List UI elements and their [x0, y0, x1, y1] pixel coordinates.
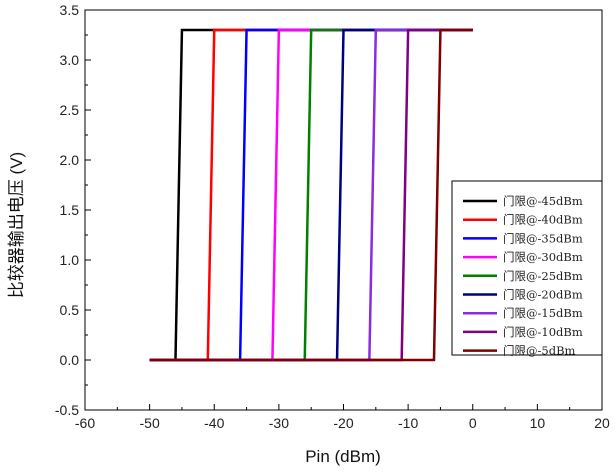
x-tick-label: -50 [140, 415, 160, 431]
legend-label: 门限@-15dBm [503, 306, 583, 320]
x-tick-label: -40 [204, 415, 224, 431]
y-tick-label: 1.5 [60, 202, 80, 218]
x-tick-label: -30 [269, 415, 289, 431]
legend-items: 门限@-45dBm 门限@-40dBm 门限@-35dBm 门限@-30dBm 门限@-… [463, 194, 583, 358]
y-tick-label: 0.5 [60, 302, 80, 318]
legend-label: 门限@-20dBm [503, 288, 583, 302]
legend-label: 门限@-30dBm [503, 250, 583, 264]
y-axis-title: 比较器输出电压 (V) [7, 152, 26, 298]
y-tick-label: 2.5 [60, 102, 80, 118]
ticks-layer: -60 -50 -40 -30 -20 -10 0 10 20 -0.5 0.0 0.5 1.0 1.5 2… [55, 2, 610, 431]
x-tick-label: 20 [594, 415, 610, 431]
legend-box [451, 180, 603, 356]
x-tick-label: -10 [398, 415, 418, 431]
y-tick-label: 1.0 [60, 252, 80, 268]
x-tick-label: -60 [75, 415, 95, 431]
x-axis-title: Pin (dBm) [305, 447, 381, 466]
y-tick-label: 2.0 [60, 152, 80, 168]
y-tick-label: 3.5 [60, 2, 80, 18]
legend: 门限@-45dBm 门限@-40dBm 门限@-35dBm 门限@-30dBm 门限@-… [451, 180, 603, 358]
x-tick-label: 10 [530, 415, 546, 431]
legend-label: 门限@-10dBm [503, 325, 583, 339]
x-tick-label: -20 [333, 415, 353, 431]
y-tick-label: 3.0 [60, 52, 80, 68]
x-tick-label: 0 [469, 415, 477, 431]
legend-label: 门限@-5dBm [503, 344, 576, 358]
series-line [149, 28, 473, 362]
y-tick-label: -0.5 [55, 402, 79, 418]
series-layer [149, 28, 473, 362]
y-tick-label: 0.0 [60, 352, 80, 368]
legend-label: 门限@-45dBm [503, 194, 583, 208]
legend-label: 门限@-40dBm [503, 213, 583, 227]
legend-label: 门限@-25dBm [503, 269, 583, 283]
legend-label: 门限@-35dBm [503, 231, 583, 245]
series-line [149, 28, 473, 362]
